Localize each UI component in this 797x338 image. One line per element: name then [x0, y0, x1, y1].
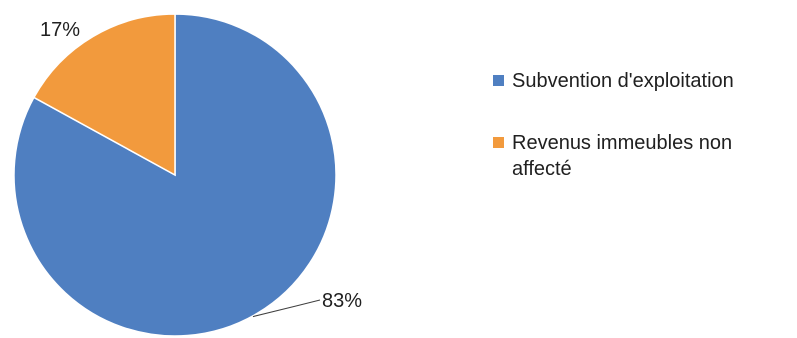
legend-item-revenus: Revenus immeubles non affecté [493, 130, 793, 182]
legend-swatch-revenus [493, 137, 504, 148]
legend-label-subvention: Subvention d'exploitation [512, 70, 734, 92]
legend-swatch-subvention [493, 75, 504, 86]
leader-line-0 [252, 299, 321, 318]
data-label-0: 83% [322, 290, 362, 312]
pie-chart: 83% 17% [13, 13, 362, 337]
legend-item-subvention: Subvention d'exploitation [493, 68, 793, 94]
legend-label-revenus: Revenus immeubles non affecté [512, 132, 733, 180]
pie-slice-1 [32, 13, 176, 177]
legend: Subvention d'exploitation Revenus immeub… [493, 68, 793, 218]
data-label-1: 17% [40, 19, 80, 41]
